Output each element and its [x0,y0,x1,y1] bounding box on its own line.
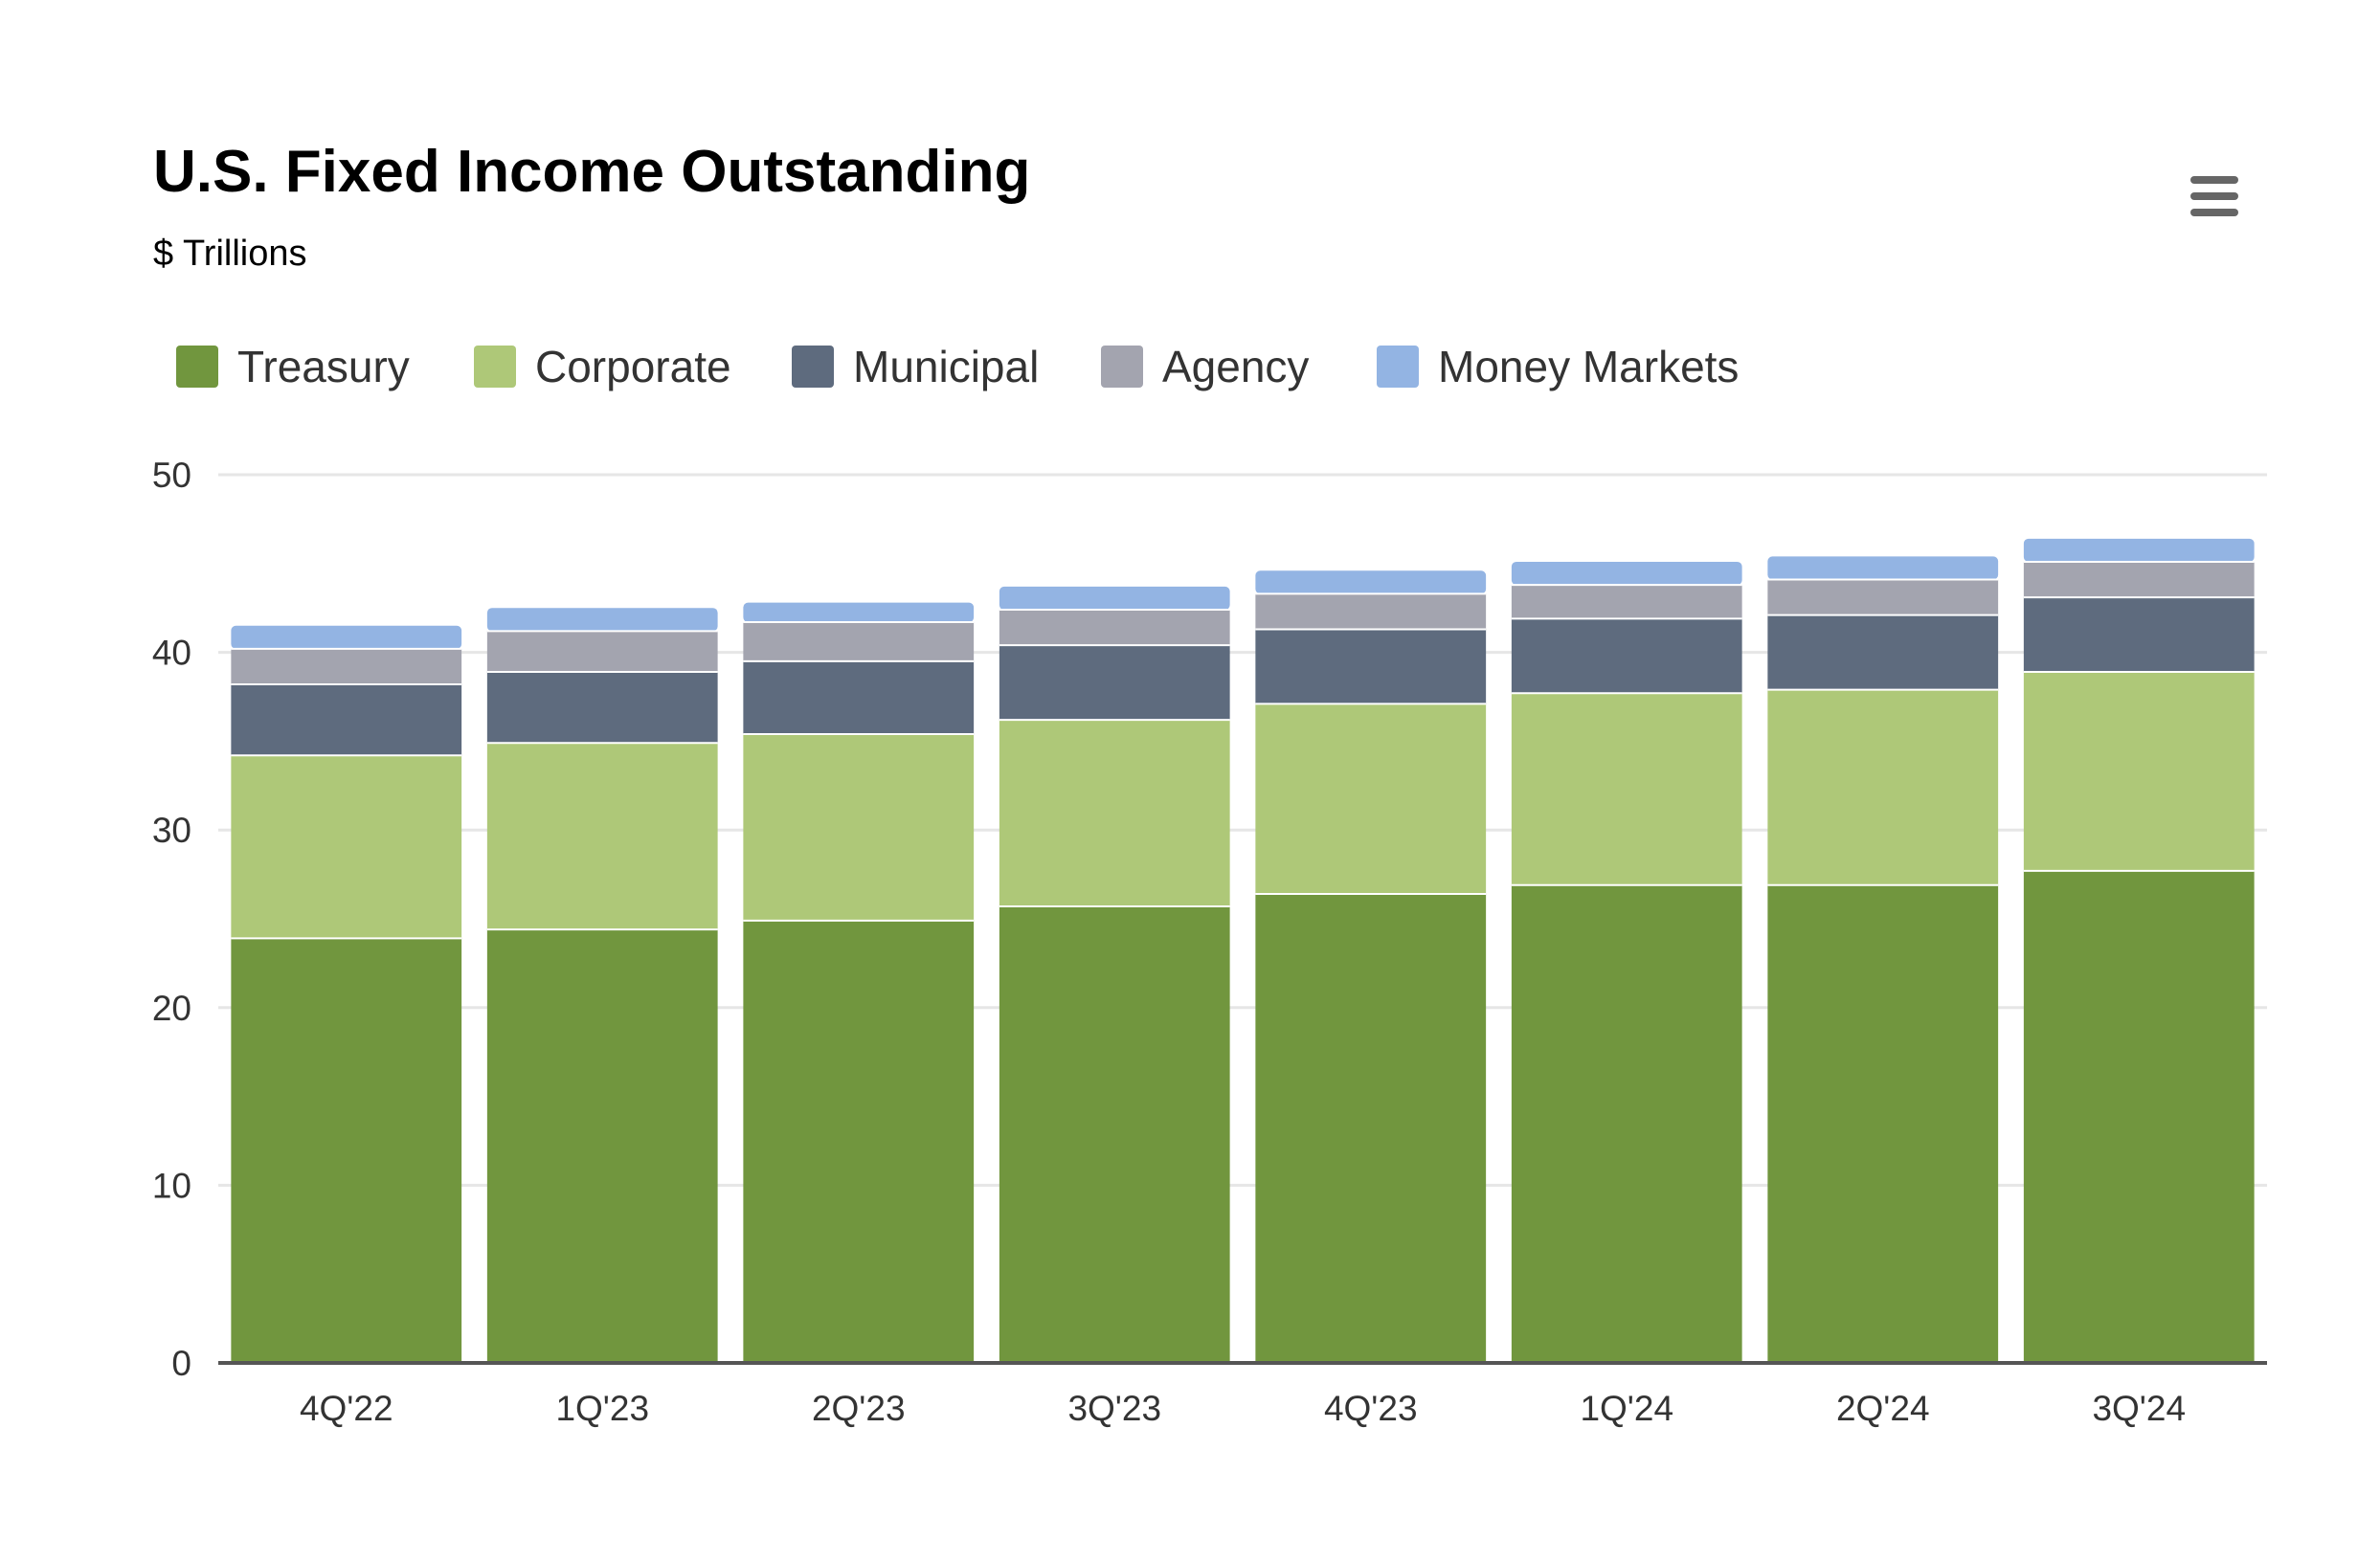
menu-line [2190,176,2238,184]
bar-segment-municipal [999,645,1230,721]
y-tick-label: 30 [152,811,191,850]
x-tick-label: 3Q'23 [1067,1389,1161,1428]
bar-segment-municipal [1511,618,1742,694]
bar-segment-corporate [486,743,718,930]
legend-swatch-corporate [474,346,516,388]
bar-segment-agency [1767,579,1999,615]
bar-segment-corporate [1255,703,1487,895]
bar-segment-money-markets [743,602,975,623]
legend-swatch-money-markets [1377,346,1419,388]
y-tick-label: 0 [171,1344,191,1383]
bar-segment-municipal [1255,629,1487,704]
bar-segment-treasury [743,920,975,1363]
bar-segment-agency [743,622,975,661]
y-tick-label: 50 [152,456,191,495]
bar-segment-municipal [743,660,975,734]
bar-segment-agency [1511,585,1742,619]
legend-label-treasury: Treasury [237,342,410,391]
x-tick-label: 4Q'23 [1324,1389,1418,1428]
bar-segment-money-markets [231,625,462,649]
bar-segment-municipal [486,672,718,744]
bar-segment-corporate [1511,693,1742,885]
bar-segment-agency [2023,561,2255,598]
menu-line [2190,209,2238,216]
chart-subtitle: $ Trillions [153,234,307,274]
bar-segment-money-markets [1511,561,1742,586]
y-tick-label: 10 [152,1166,191,1205]
bar-segment-treasury [1767,884,1999,1363]
legend-swatch-treasury [176,346,218,388]
bar-segment-corporate [1767,689,1999,885]
bar-segment-municipal [2023,597,2255,673]
legend-label-agency: Agency [1162,342,1310,391]
bar-segment-municipal [1767,614,1999,690]
bar-segment-treasury [486,929,718,1363]
legend-swatch-agency [1101,346,1143,388]
bar-segment-money-markets [999,586,1230,611]
bar-segment-treasury [1255,894,1487,1363]
bar-segment-agency [231,648,462,685]
x-tick-label: 2Q'23 [812,1389,906,1428]
x-tick-label: 1Q'23 [555,1389,649,1428]
chart-title: U.S. Fixed Income Outstanding [153,139,1031,205]
y-tick-label: 40 [152,634,191,673]
bar-segment-agency [999,610,1230,646]
bar-segment-treasury [2023,870,2255,1363]
bar-segment-corporate [743,733,975,921]
bar-segment-treasury [999,906,1230,1363]
bar-segment-agency [1255,593,1487,630]
x-tick-label: 1Q'24 [1580,1389,1673,1428]
bar-segment-treasury [231,938,462,1363]
bar-segment-money-markets [486,608,718,632]
legend-label-corporate: Corporate [535,342,731,391]
bar-segment-treasury [1511,884,1742,1363]
legend-label-money-markets: Money Markets [1438,342,1740,391]
bar-segment-corporate [231,755,462,939]
legend-swatch-municipal [792,346,834,388]
x-tick-label: 2Q'24 [1836,1389,1930,1428]
bar-segment-money-markets [2023,538,2255,562]
hamburger-menu-icon[interactable] [2183,168,2246,224]
x-tick-label: 3Q'24 [2092,1389,2186,1428]
bar-segment-money-markets [1255,570,1487,594]
y-tick-label: 20 [152,989,191,1028]
bar-segment-municipal [231,684,462,756]
bar-segment-corporate [999,720,1230,907]
menu-line [2190,192,2238,200]
bar-segment-money-markets [1767,556,1999,580]
bar-segment-agency [486,631,718,673]
bar-segment-corporate [2023,672,2255,871]
x-tick-label: 4Q'22 [300,1389,393,1428]
legend-label-municipal: Municipal [853,342,1040,391]
